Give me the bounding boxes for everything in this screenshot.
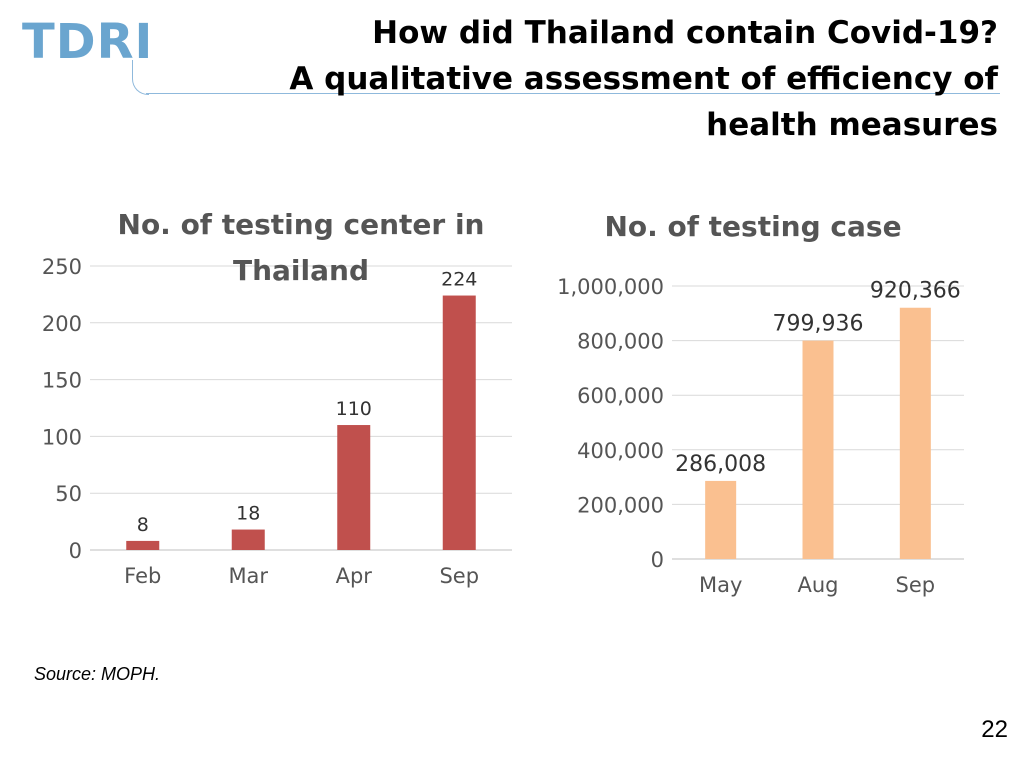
x-tick-label: Sep (896, 573, 936, 597)
bar-sep (442, 295, 476, 550)
x-tick-label: Aug (797, 573, 838, 597)
data-label: 18 (236, 503, 260, 525)
page-title: How did Thailand contain Covid-19? A qua… (218, 10, 998, 148)
y-tick-label: 200 (42, 312, 82, 336)
bar-mar (231, 529, 265, 550)
data-label: 224 (441, 269, 477, 291)
x-tick-label: Apr (336, 564, 373, 588)
title-line-3: health measures (706, 107, 998, 143)
y-tick-label: 100 (42, 425, 82, 449)
y-tick-label: 250 (42, 255, 82, 279)
y-tick-label: 600,000 (577, 384, 664, 408)
data-label: 8 (137, 514, 149, 536)
source-note: Source: MOPH. (34, 664, 161, 684)
x-tick-label: May (699, 573, 742, 597)
bar-feb (126, 540, 160, 550)
chart-title-line: No. of testing center in (118, 208, 485, 241)
y-tick-label: 800,000 (577, 330, 664, 354)
bar-sep (899, 307, 931, 559)
data-label: 799,936 (773, 312, 864, 337)
header-divider-line (146, 93, 1000, 94)
y-tick-label: 150 (42, 369, 82, 393)
page-number: 22 (981, 716, 1008, 743)
y-tick-label: 1,000,000 (557, 275, 664, 299)
data-label: 286,008 (675, 452, 766, 477)
tdri-logo: TDRI (22, 14, 154, 70)
y-tick-label: 400,000 (577, 439, 664, 463)
y-tick-label: 0 (651, 548, 664, 572)
bar-aug (802, 340, 834, 559)
title-line-1: How did Thailand contain Covid-19? (372, 15, 998, 51)
bar-may (705, 480, 737, 559)
x-tick-label: Sep (439, 564, 479, 588)
x-tick-label: Feb (124, 564, 161, 588)
x-tick-label: Mar (228, 564, 268, 588)
y-tick-label: 0 (69, 539, 82, 563)
title-line-2: A qualitative assessment of efficiency o… (289, 61, 998, 97)
bar-apr (337, 425, 371, 550)
chart-title-line: Thailand (233, 254, 369, 287)
data-label: 110 (336, 398, 372, 420)
data-label: 920,366 (870, 279, 961, 304)
y-tick-label: 50 (55, 482, 82, 506)
chart-title-line: No. of testing case (604, 210, 901, 243)
y-tick-label: 200,000 (577, 493, 664, 517)
